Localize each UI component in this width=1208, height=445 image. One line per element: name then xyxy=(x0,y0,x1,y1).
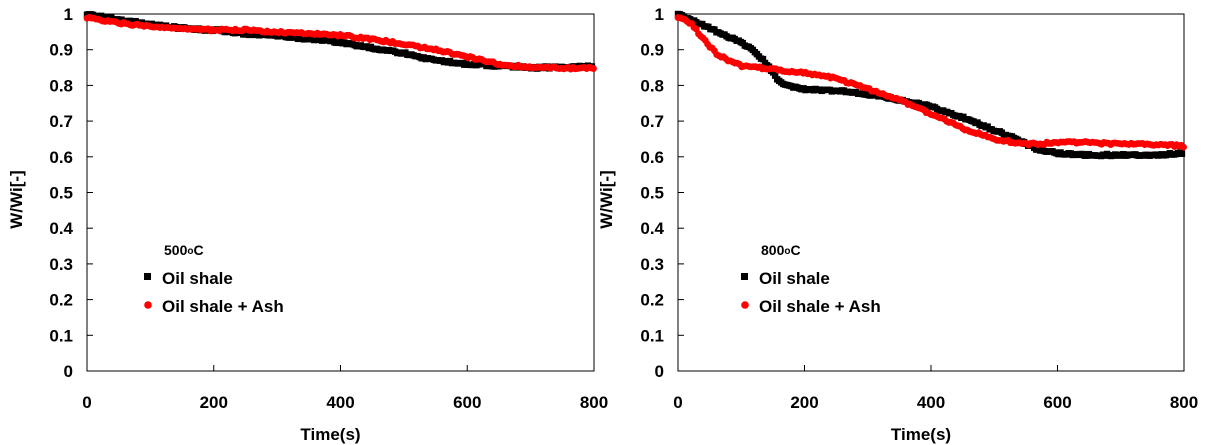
data-point xyxy=(1178,150,1186,158)
legend-label: Oil shale + Ash xyxy=(759,297,881,316)
legend: 500oC Oil shale Oil shale + Ash xyxy=(144,242,284,316)
x-tick-label: 800 xyxy=(580,393,608,412)
y-tick-label: 0.1 xyxy=(640,326,664,345)
y-tick-label: 0.3 xyxy=(49,255,73,274)
legend-marker xyxy=(741,301,749,309)
x-tick-label: 0 xyxy=(673,393,682,412)
y-tick-label: 0.1 xyxy=(49,326,73,345)
legend-label: Oil shale xyxy=(759,269,830,288)
series-oil-shale xyxy=(674,10,1186,160)
y-tick-label: 0 xyxy=(64,362,73,381)
y-tick-label: 0.5 xyxy=(49,184,73,203)
y-tick-label: 0.2 xyxy=(640,291,664,310)
y-tick-label: 0.7 xyxy=(640,112,664,131)
data-point xyxy=(769,69,777,76)
y-tick-label: 1 xyxy=(655,5,664,24)
legend: 800oC Oil shale Oil shale + Ash xyxy=(741,242,881,316)
y-tick-label: 0.2 xyxy=(49,291,73,310)
legend-title: 800oC xyxy=(761,242,801,258)
legend-title: 500oC xyxy=(164,242,204,258)
data-point xyxy=(771,72,779,79)
chart-2: 0 0.1 0.2 0.3 0.4 0.5 0.6 0.7 0.8 0.9 1 0 200 400 600 8… xyxy=(597,5,1198,444)
x-tick-label: 200 xyxy=(200,393,228,412)
y-tick-label: 0.8 xyxy=(640,76,664,95)
y-tick-label: 0.3 xyxy=(640,255,664,274)
series-oil-shale-ash xyxy=(83,13,597,73)
data-point xyxy=(1180,143,1187,151)
y-tick-label: 0.9 xyxy=(640,41,664,60)
y-axis-title: W/Wi[-] xyxy=(597,170,616,228)
legend-marker xyxy=(144,301,152,309)
y-tick-label: 0.5 xyxy=(640,184,664,203)
x-tick-label: 400 xyxy=(917,393,945,412)
y-tick-label: 0.4 xyxy=(49,219,73,238)
y-tick-label: 0.8 xyxy=(49,76,73,95)
data-point xyxy=(590,65,597,72)
y-axis-title: W/Wi[-] xyxy=(7,170,26,228)
x-tick-label: 600 xyxy=(453,393,481,412)
legend-label: Oil shale + Ash xyxy=(162,297,284,316)
y-tick-label: 0.6 xyxy=(49,148,73,167)
y-tick-label: 1 xyxy=(64,5,73,24)
chart-1: 0 0.1 0.2 0.3 0.4 0.5 0.6 0.7 0.8 0.9 1 0 200 400 600 8… xyxy=(7,5,608,444)
x-tick-label: 200 xyxy=(790,393,818,412)
legend-marker xyxy=(144,273,151,280)
x-tick-label: 800 xyxy=(1170,393,1198,412)
legend-label: Oil shale xyxy=(162,269,233,288)
data-point xyxy=(759,55,767,63)
y-tick-label: 0.6 xyxy=(640,148,664,167)
x-axis-title: Time(s) xyxy=(891,425,951,444)
x-axis-title: Time(s) xyxy=(300,425,360,444)
series-oil-shale-ash xyxy=(674,14,1187,151)
y-tick-label: 0.7 xyxy=(49,112,73,131)
legend-marker xyxy=(741,273,748,280)
x-tick-label: 0 xyxy=(82,393,91,412)
y-tick-label: 0 xyxy=(655,362,664,381)
x-tick-label: 600 xyxy=(1043,393,1071,412)
y-tick-label: 0.4 xyxy=(640,219,664,238)
x-tick-label: 400 xyxy=(326,393,354,412)
y-tick-label: 0.9 xyxy=(49,41,73,60)
